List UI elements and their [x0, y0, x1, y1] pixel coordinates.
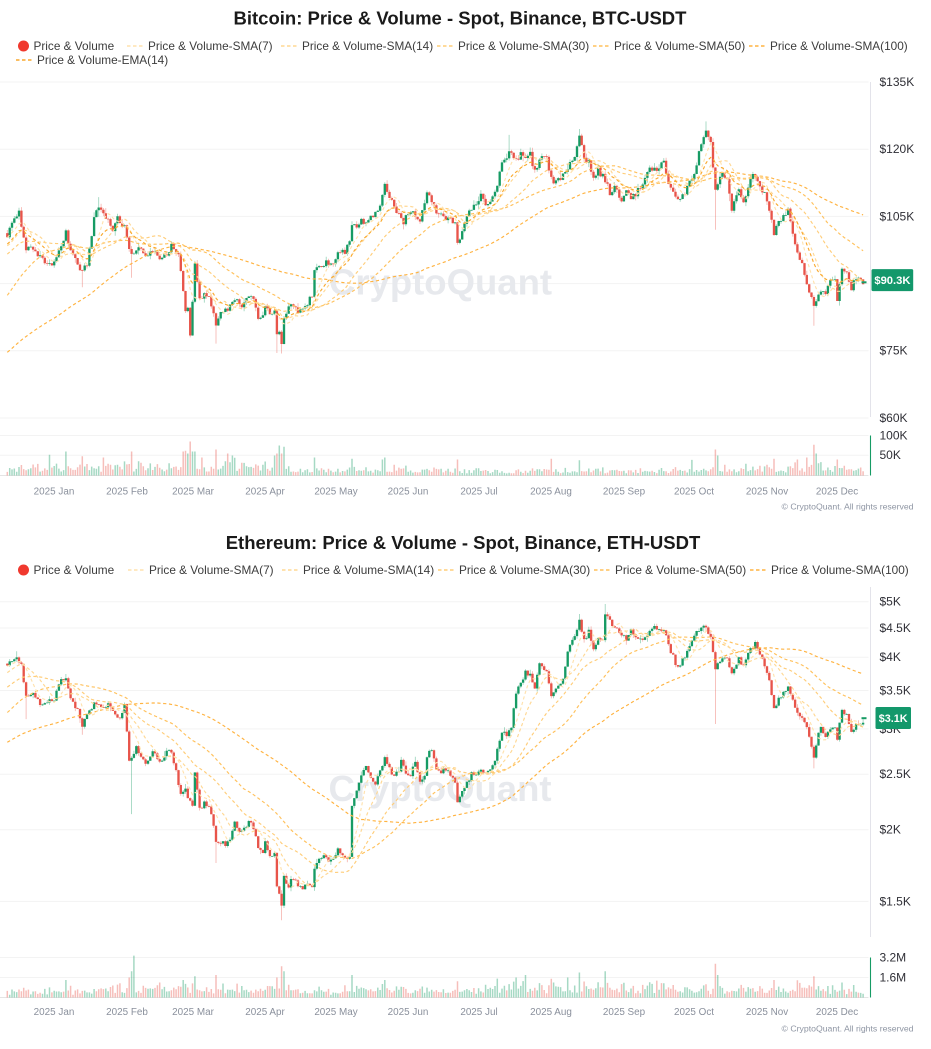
- svg-text:Price & Volume-SMA(100): Price & Volume-SMA(100): [771, 563, 909, 577]
- svg-text:2025 Jun: 2025 Jun: [388, 1007, 429, 1018]
- svg-text:$3.5K: $3.5K: [880, 683, 911, 697]
- svg-text:2025 Nov: 2025 Nov: [746, 1007, 788, 1018]
- svg-text:CryptoQuant: CryptoQuant: [328, 768, 551, 809]
- svg-text:Price & Volume: Price & Volume: [34, 563, 115, 577]
- svg-text:Price & Volume-SMA(14): Price & Volume-SMA(14): [302, 39, 433, 53]
- svg-text:2025 Oct: 2025 Oct: [674, 1007, 714, 1018]
- svg-text:Price & Volume-EMA(14): Price & Volume-EMA(14): [37, 53, 168, 67]
- svg-text:2025 Feb: 2025 Feb: [106, 1007, 148, 1018]
- svg-text:2025 Jun: 2025 Jun: [388, 487, 429, 498]
- svg-text:100K: 100K: [880, 429, 908, 443]
- svg-text:Price & Volume-SMA(14): Price & Volume-SMA(14): [303, 563, 434, 577]
- svg-text:2025 Dec: 2025 Dec: [816, 487, 858, 498]
- svg-text:2025 Sep: 2025 Sep: [603, 487, 646, 498]
- svg-text:2025 Apr: 2025 Apr: [245, 487, 285, 498]
- svg-text:2025 Mar: 2025 Mar: [172, 1007, 214, 1018]
- svg-text:Price & Volume-SMA(50): Price & Volume-SMA(50): [615, 563, 746, 577]
- svg-text:2025 Apr: 2025 Apr: [245, 1007, 285, 1018]
- svg-text:$2.5K: $2.5K: [880, 767, 911, 781]
- svg-text:2025 Aug: 2025 Aug: [530, 1007, 572, 1018]
- svg-text:50K: 50K: [880, 448, 901, 462]
- svg-text:$90.3K: $90.3K: [874, 275, 910, 287]
- svg-text:$4K: $4K: [880, 650, 901, 664]
- svg-text:Price & Volume-SMA(7): Price & Volume-SMA(7): [149, 563, 274, 577]
- svg-text:$2K: $2K: [880, 823, 901, 837]
- svg-text:1.6M: 1.6M: [880, 971, 907, 985]
- svg-text:2025 Jul: 2025 Jul: [460, 487, 497, 498]
- svg-text:$135K: $135K: [880, 75, 915, 89]
- svg-text:© CryptoQuant. All rights rese: © CryptoQuant. All rights reserved: [782, 502, 914, 512]
- svg-text:Price & Volume: Price & Volume: [34, 39, 115, 53]
- svg-text:Price & Volume-SMA(30): Price & Volume-SMA(30): [459, 563, 590, 577]
- svg-text:2025 Jul: 2025 Jul: [460, 1007, 497, 1018]
- svg-text:$3.1K: $3.1K: [879, 713, 908, 725]
- svg-text:$120K: $120K: [880, 142, 915, 156]
- svg-text:2025 Aug: 2025 Aug: [530, 487, 572, 498]
- svg-text:$60K: $60K: [880, 411, 908, 425]
- svg-text:© CryptoQuant. All rights rese: © CryptoQuant. All rights reserved: [782, 1024, 914, 1034]
- svg-text:2025 Jan: 2025 Jan: [34, 487, 75, 498]
- svg-text:Bitcoin: Price & Volume - Spot: Bitcoin: Price & Volume - Spot, Binance,…: [234, 8, 688, 29]
- svg-text:2025 Jan: 2025 Jan: [34, 1007, 75, 1018]
- svg-text:$4.5K: $4.5K: [880, 621, 911, 635]
- svg-text:3.2M: 3.2M: [880, 951, 907, 965]
- svg-text:2025 May: 2025 May: [314, 1007, 357, 1018]
- svg-text:Price & Volume-SMA(100): Price & Volume-SMA(100): [770, 39, 908, 53]
- svg-text:2025 Oct: 2025 Oct: [674, 487, 714, 498]
- svg-text:Price & Volume-SMA(30): Price & Volume-SMA(30): [458, 39, 589, 53]
- svg-text:2025 May: 2025 May: [314, 487, 357, 498]
- svg-text:2025 Sep: 2025 Sep: [603, 1007, 646, 1018]
- svg-text:Price & Volume-SMA(50): Price & Volume-SMA(50): [614, 39, 745, 53]
- svg-text:$1.5K: $1.5K: [880, 894, 911, 908]
- svg-text:$75K: $75K: [880, 344, 908, 358]
- svg-text:2025 Feb: 2025 Feb: [106, 487, 148, 498]
- svg-text:$105K: $105K: [880, 209, 915, 223]
- svg-text:Ethereum: Price & Volume - Spo: Ethereum: Price & Volume - Spot, Binance…: [226, 532, 701, 553]
- svg-text:2025 Mar: 2025 Mar: [172, 487, 214, 498]
- svg-text:Price & Volume-SMA(7): Price & Volume-SMA(7): [148, 39, 273, 53]
- svg-text:CryptoQuant: CryptoQuant: [329, 262, 552, 303]
- svg-text:$5K: $5K: [880, 595, 901, 609]
- svg-text:2025 Nov: 2025 Nov: [746, 487, 788, 498]
- svg-text:2025 Dec: 2025 Dec: [816, 1007, 858, 1018]
